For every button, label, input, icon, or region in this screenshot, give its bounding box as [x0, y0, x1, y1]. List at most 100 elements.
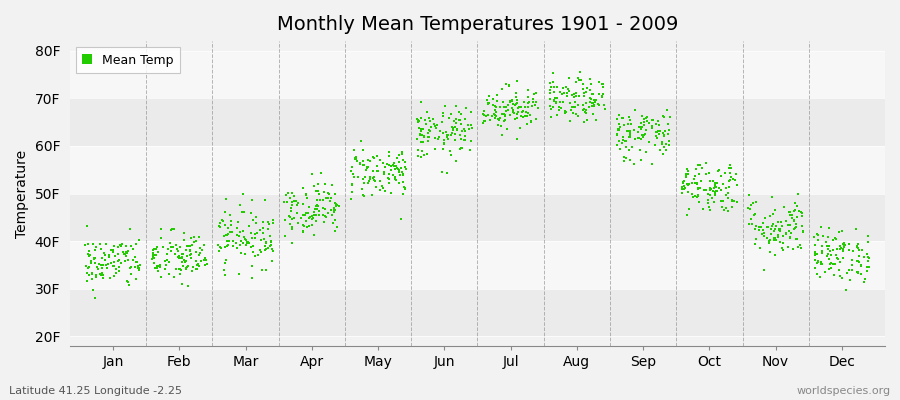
Point: [544, 114, 559, 120]
Point: [81, 241, 95, 248]
Point: [433, 127, 447, 134]
Point: [550, 83, 564, 90]
Point: [624, 121, 638, 127]
Point: [96, 250, 111, 256]
Point: [788, 236, 803, 242]
Point: [289, 198, 303, 204]
Point: [119, 253, 133, 259]
Point: [454, 145, 468, 151]
Point: [447, 118, 462, 124]
Point: [218, 209, 232, 216]
Point: [511, 105, 526, 112]
Point: [217, 233, 231, 239]
Point: [591, 100, 606, 107]
Point: [775, 222, 789, 229]
Point: [299, 218, 313, 224]
Point: [461, 122, 475, 128]
Point: [568, 99, 582, 105]
Point: [320, 210, 335, 216]
Point: [306, 232, 320, 239]
Point: [543, 80, 557, 86]
Point: [212, 244, 227, 250]
Point: [552, 106, 566, 113]
Point: [84, 260, 98, 266]
Point: [616, 136, 630, 143]
Bar: [70, 289, 885, 336]
Point: [111, 258, 125, 264]
Point: [510, 100, 525, 106]
Point: [314, 170, 328, 176]
Point: [362, 178, 376, 184]
Point: [583, 76, 598, 82]
Point: [691, 185, 706, 191]
Point: [748, 240, 762, 247]
Point: [842, 247, 857, 253]
Point: [707, 185, 722, 191]
Point: [718, 191, 733, 198]
Point: [569, 93, 583, 100]
Point: [349, 153, 364, 160]
Point: [518, 104, 533, 110]
Point: [768, 235, 782, 242]
Point: [521, 99, 535, 106]
Point: [781, 222, 796, 228]
Point: [724, 198, 739, 204]
Point: [98, 241, 112, 247]
Point: [766, 221, 780, 227]
Point: [360, 164, 374, 171]
Point: [154, 235, 168, 242]
Point: [447, 124, 462, 131]
Point: [176, 255, 190, 261]
Point: [89, 272, 104, 278]
Point: [843, 277, 858, 284]
Point: [568, 111, 582, 117]
Point: [770, 232, 785, 238]
Point: [770, 234, 785, 240]
Point: [506, 101, 520, 108]
Point: [382, 180, 397, 186]
Point: [506, 109, 520, 116]
Point: [260, 226, 274, 232]
Point: [176, 251, 190, 257]
Point: [565, 92, 580, 98]
Point: [818, 239, 832, 246]
Point: [296, 221, 310, 228]
Point: [648, 129, 662, 135]
Point: [685, 180, 699, 186]
Point: [436, 146, 450, 152]
Point: [147, 255, 161, 261]
Point: [742, 220, 756, 227]
Point: [184, 235, 198, 241]
Point: [528, 90, 543, 97]
Point: [617, 154, 632, 160]
Point: [458, 133, 473, 139]
Point: [850, 258, 865, 264]
Point: [854, 263, 868, 270]
Point: [656, 130, 670, 137]
Point: [652, 131, 666, 137]
Point: [724, 174, 738, 180]
Point: [249, 230, 264, 236]
Point: [383, 162, 398, 169]
Point: [662, 113, 677, 120]
Point: [563, 118, 578, 124]
Point: [587, 97, 601, 104]
Point: [703, 185, 717, 191]
Point: [516, 114, 530, 120]
Point: [462, 126, 476, 132]
Point: [296, 222, 310, 228]
Point: [94, 265, 109, 271]
Point: [123, 265, 138, 272]
Point: [725, 203, 740, 210]
Point: [318, 205, 332, 212]
Point: [187, 239, 202, 246]
Point: [522, 112, 536, 118]
Point: [526, 96, 540, 102]
Point: [778, 230, 793, 237]
Point: [613, 146, 627, 152]
Point: [366, 174, 381, 181]
Point: [102, 252, 116, 259]
Point: [727, 198, 742, 204]
Point: [196, 257, 211, 263]
Point: [748, 211, 762, 217]
